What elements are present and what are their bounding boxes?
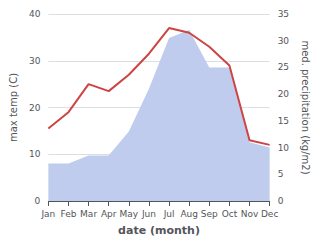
svg-text:5: 5 (278, 169, 284, 179)
svg-text:30: 30 (29, 56, 41, 66)
svg-text:Apr: Apr (101, 209, 117, 219)
svg-text:Feb: Feb (61, 209, 77, 219)
svg-text:Nov: Nov (241, 209, 259, 219)
svg-text:Aug: Aug (180, 209, 198, 219)
svg-text:Dec: Dec (261, 209, 278, 219)
svg-text:20: 20 (278, 89, 290, 99)
svg-text:0: 0 (278, 196, 284, 206)
svg-text:10: 10 (278, 143, 290, 153)
svg-text:30: 30 (278, 36, 290, 46)
svg-text:25: 25 (278, 62, 289, 72)
svg-text:35: 35 (278, 9, 289, 19)
svg-text:20: 20 (29, 103, 41, 113)
svg-text:Jan: Jan (40, 209, 55, 219)
svg-text:Jun: Jun (141, 209, 156, 219)
svg-text:40: 40 (29, 9, 41, 19)
svg-text:10: 10 (29, 149, 41, 159)
svg-text:max temp (C): max temp (C) (8, 73, 19, 142)
svg-text:Oct: Oct (222, 209, 238, 219)
svg-text:Mar: Mar (80, 209, 97, 219)
svg-text:med. precipitation (kg/m2): med. precipitation (kg/m2) (300, 40, 311, 174)
svg-text:Jul: Jul (163, 209, 175, 219)
svg-text:date (month): date (month) (118, 224, 200, 237)
svg-text:0: 0 (35, 196, 41, 206)
svg-text:Sep: Sep (201, 209, 218, 219)
svg-text:May: May (120, 209, 139, 219)
svg-text:15: 15 (278, 116, 289, 126)
